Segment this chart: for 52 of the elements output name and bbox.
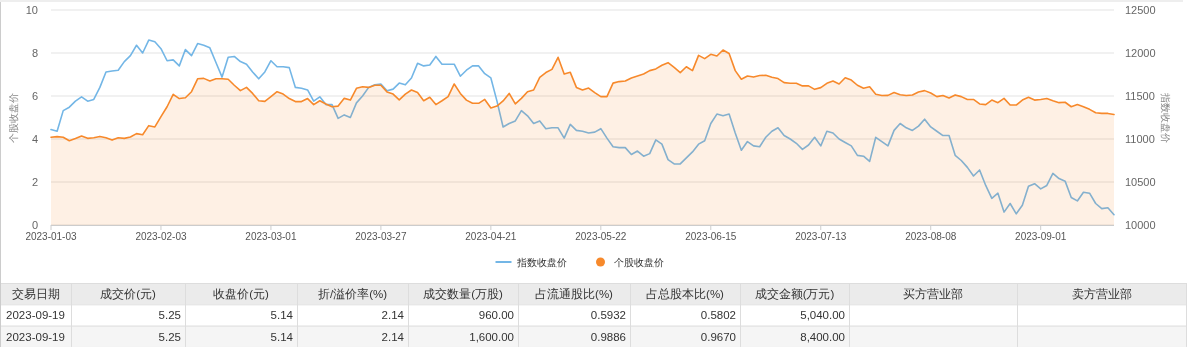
x-tick-label: 2023-01-03: [25, 231, 78, 242]
y-tick-label: 2: [31, 176, 38, 188]
x-tick-label: 2023-06-15: [685, 231, 737, 242]
y-tick-label: 4: [31, 133, 38, 145]
text: 2.14: [381, 330, 404, 343]
y2-tick-label: 11000: [1125, 133, 1155, 145]
x-tick-label: 2023-08-08: [905, 231, 957, 242]
text: 960.00: [478, 309, 514, 322]
y2-tick-label: 10000: [1125, 219, 1156, 231]
text: 0.5932: [590, 309, 626, 322]
x-tick-label: 2023-03-01: [245, 231, 297, 242]
x-tick-label: 2023-03-27: [355, 231, 407, 242]
category-label: 卖方营业部: [1071, 287, 1132, 300]
text: 2.14: [381, 309, 404, 322]
x-tick-label: 2023-07-13: [795, 231, 847, 242]
y-tick-label: 0: [31, 219, 38, 231]
y-tick-label: 10: [25, 4, 38, 16]
text: 2023-09-19: [6, 309, 65, 322]
text: 0.9886: [590, 330, 626, 343]
x-tick-label: 2023-09-01: [1015, 231, 1067, 242]
y2-tick-label: 10500: [1125, 176, 1156, 188]
category-label: 成交价(元): [100, 287, 156, 300]
text: 5,040.00: [800, 309, 845, 322]
category-label: 收盘价(元): [213, 288, 269, 300]
category-label: 占流通股比(%): [535, 287, 614, 300]
y-axis-title: 个股收盘价: [8, 92, 19, 143]
text: 0.9670: [700, 330, 736, 343]
y-tick-label: 8: [31, 47, 38, 59]
text: 5.14: [270, 309, 293, 322]
text: 2023-09-19: [6, 330, 65, 343]
text: 8,400.00: [800, 330, 845, 343]
text: 5.25: [158, 330, 181, 343]
category-label: 占总股本比(%): [646, 288, 725, 300]
category-label: 成交数量(万股): [423, 287, 503, 300]
y2-tick-label: 12000: [1125, 47, 1156, 59]
y2-tick-label: 11500: [1125, 90, 1155, 102]
category-label: 折/溢价率(%): [317, 287, 388, 300]
y-tick-label: 6: [31, 90, 38, 102]
text: 1,600.00: [469, 330, 514, 343]
text: 5.25: [158, 309, 181, 322]
x-tick-label: 2023-02-03: [135, 231, 187, 242]
text: 0.5802: [700, 309, 736, 322]
legend-label: 个股收盘价: [613, 257, 664, 268]
category-label: 买方营业部: [903, 287, 963, 300]
x-tick-label: 2023-05-22: [575, 231, 627, 242]
legend-label: 指数收盘价: [515, 257, 567, 268]
x-tick-label: 2023-04-21: [465, 231, 517, 242]
category-label: 成交金额(万元): [754, 287, 835, 300]
text: 5.14: [270, 330, 293, 343]
y2-axis-title: 指数收盘价: [1160, 91, 1171, 143]
category-label: 交易日期: [11, 287, 60, 300]
y2-tick-label: 12500: [1125, 4, 1156, 16]
